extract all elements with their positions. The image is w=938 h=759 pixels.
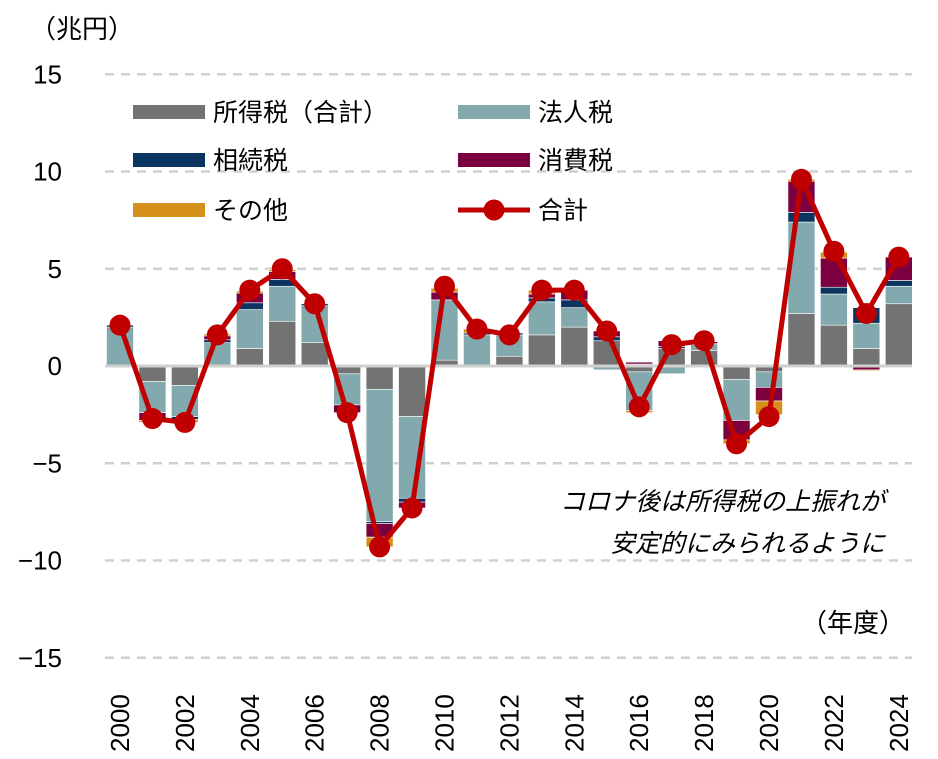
x-tick-label: 2020 bbox=[754, 694, 784, 752]
y-tick-label: 0 bbox=[48, 351, 62, 381]
legend-marker bbox=[483, 199, 505, 221]
total-point bbox=[336, 402, 358, 424]
legend-swatch bbox=[133, 105, 205, 119]
bar-segment bbox=[820, 286, 848, 295]
bar-segment bbox=[560, 307, 589, 328]
total-point bbox=[531, 279, 553, 301]
total-point bbox=[239, 279, 261, 301]
total-point bbox=[726, 433, 748, 455]
total-point bbox=[693, 330, 715, 352]
total-point bbox=[563, 279, 585, 301]
bar-segment bbox=[171, 365, 199, 386]
bar-segment bbox=[365, 365, 394, 390]
bar-segment bbox=[300, 342, 329, 367]
bar-segment bbox=[625, 361, 654, 365]
legend-label: 法人税 bbox=[538, 98, 613, 127]
bar-segment bbox=[820, 293, 848, 326]
bar-segment bbox=[138, 365, 167, 382]
total-point bbox=[141, 408, 163, 430]
total-point bbox=[661, 334, 683, 356]
x-axis-ticks: 2000 2002 2004 2006 2008 2010 2012 2014 2016 2018… bbox=[105, 694, 914, 752]
total-point bbox=[855, 302, 877, 324]
bar-segment bbox=[787, 212, 816, 223]
bar-segment bbox=[398, 365, 426, 417]
bar-segment bbox=[884, 280, 913, 287]
grid-lines bbox=[105, 73, 912, 659]
bar-segment bbox=[787, 313, 816, 367]
total-line bbox=[109, 168, 910, 558]
x-axis-label: （年度） bbox=[801, 609, 905, 639]
y-tick-label: 15 bbox=[33, 59, 62, 89]
bar-segment bbox=[268, 285, 297, 322]
x-tick-label: 2024 bbox=[884, 694, 914, 752]
y-tick-label: 10 bbox=[33, 157, 62, 187]
total-point bbox=[109, 314, 131, 336]
bar-segment bbox=[722, 365, 751, 380]
y-tick-label: −5 bbox=[32, 448, 62, 478]
legend-label: 消費税 bbox=[538, 146, 613, 175]
y-tick-label: 5 bbox=[48, 254, 62, 284]
total-point bbox=[628, 396, 650, 418]
bar-segment bbox=[820, 324, 848, 367]
legend-swatch bbox=[458, 105, 530, 119]
legend-swatch bbox=[133, 153, 205, 167]
total-point bbox=[596, 320, 618, 342]
total-point bbox=[434, 275, 455, 297]
x-tick-label: 2002 bbox=[170, 694, 200, 752]
legend-swatch bbox=[133, 203, 205, 217]
bar-segment bbox=[236, 348, 264, 367]
x-tick-label: 2008 bbox=[365, 694, 395, 752]
total-point bbox=[823, 240, 845, 262]
x-tick-label: 2004 bbox=[235, 694, 265, 752]
legend-label: 相続税 bbox=[213, 146, 288, 175]
total-point bbox=[304, 293, 326, 315]
total-point bbox=[498, 324, 520, 346]
x-tick-label: 2010 bbox=[430, 694, 460, 752]
x-tick-label: 2016 bbox=[624, 694, 654, 752]
bar-segment bbox=[268, 320, 297, 367]
bar-segment bbox=[463, 334, 491, 367]
bar-segment bbox=[852, 322, 881, 349]
total-point bbox=[206, 324, 228, 346]
total-point bbox=[466, 318, 488, 340]
legend-label: 合計 bbox=[538, 196, 588, 225]
x-tick-label: 2022 bbox=[819, 694, 849, 752]
legend-label: その他 bbox=[213, 196, 288, 225]
bar-segment bbox=[560, 326, 589, 367]
y-tick-label: −15 bbox=[18, 643, 62, 673]
total-point bbox=[790, 168, 812, 190]
total-point bbox=[888, 246, 910, 268]
bar-segment bbox=[236, 309, 264, 349]
legend-swatch bbox=[458, 153, 530, 167]
annotation-line-1: コロナ後は所得税の上振れが bbox=[560, 487, 889, 516]
x-tick-label: 2018 bbox=[689, 694, 719, 752]
total-point bbox=[758, 406, 780, 428]
total-point bbox=[174, 411, 196, 433]
y-tick-label: −10 bbox=[18, 546, 62, 576]
bar-segment bbox=[528, 334, 556, 367]
total-point bbox=[369, 536, 391, 558]
bar-segment bbox=[884, 285, 913, 305]
y-axis-label: （兆円） bbox=[30, 15, 134, 45]
bar-segment bbox=[852, 369, 881, 372]
bar-segment bbox=[528, 301, 556, 336]
x-tick-label: 2012 bbox=[494, 694, 524, 752]
x-tick-label: 2006 bbox=[300, 694, 330, 752]
total-point bbox=[271, 258, 293, 280]
annotation-line-2: 安定的にみられるように bbox=[610, 529, 886, 558]
x-tick-label: 2000 bbox=[105, 694, 135, 752]
y-axis-ticks: 15 10 5 0 −5 −10 −15 bbox=[18, 59, 62, 673]
total-point bbox=[401, 497, 423, 519]
bar-segment bbox=[755, 371, 783, 388]
x-tick-label: 2014 bbox=[559, 694, 589, 752]
bar-segment bbox=[884, 303, 913, 367]
bar-segment bbox=[852, 348, 881, 367]
legend-label: 所得税（合計） bbox=[213, 98, 388, 127]
